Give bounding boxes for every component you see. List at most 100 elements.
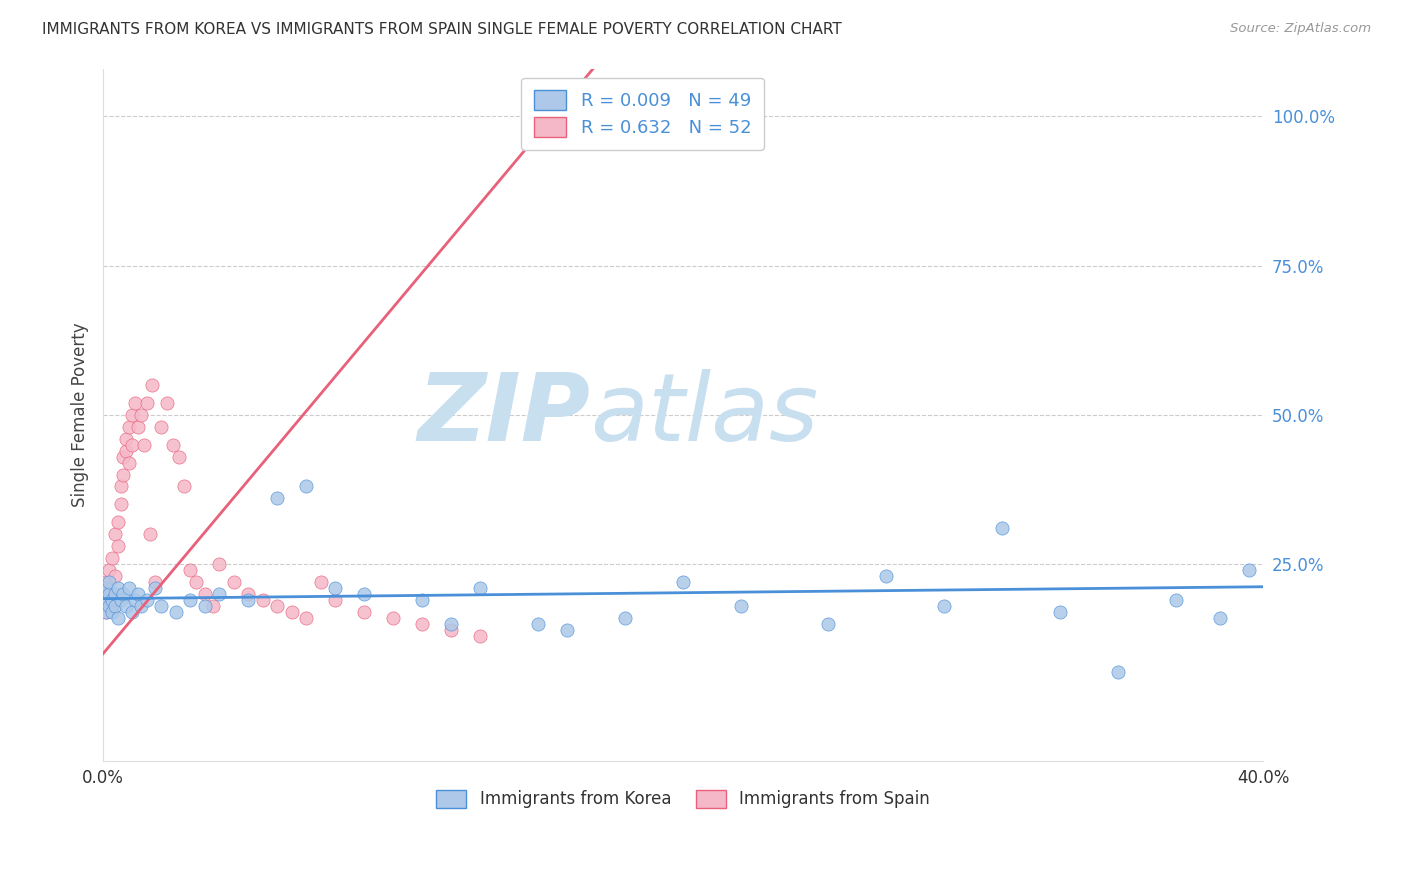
Point bbox=[143, 574, 166, 589]
Point bbox=[156, 396, 179, 410]
Point bbox=[194, 599, 217, 613]
Point bbox=[97, 587, 120, 601]
Point bbox=[184, 574, 207, 589]
Point bbox=[138, 527, 160, 541]
Point bbox=[94, 605, 117, 619]
Point bbox=[295, 479, 318, 493]
Point bbox=[1209, 611, 1232, 625]
Point bbox=[118, 419, 141, 434]
Point bbox=[129, 408, 152, 422]
Point bbox=[730, 599, 752, 613]
Point bbox=[266, 491, 288, 506]
Point bbox=[97, 599, 120, 613]
Point bbox=[107, 581, 129, 595]
Point bbox=[110, 497, 132, 511]
Point bbox=[141, 378, 163, 392]
Point bbox=[470, 629, 492, 643]
Point bbox=[118, 456, 141, 470]
Point bbox=[470, 581, 492, 595]
Point bbox=[179, 563, 201, 577]
Point bbox=[115, 599, 138, 613]
Text: atlas: atlas bbox=[591, 369, 818, 460]
Point bbox=[101, 593, 124, 607]
Point bbox=[107, 539, 129, 553]
Point bbox=[132, 437, 155, 451]
Point bbox=[101, 551, 124, 566]
Point bbox=[208, 587, 231, 601]
Point bbox=[323, 581, 346, 595]
Point bbox=[614, 611, 637, 625]
Point bbox=[129, 599, 152, 613]
Point bbox=[382, 611, 405, 625]
Point bbox=[104, 527, 127, 541]
Point bbox=[112, 450, 135, 464]
Point bbox=[121, 408, 143, 422]
Text: ZIP: ZIP bbox=[418, 368, 591, 461]
Point bbox=[165, 605, 187, 619]
Y-axis label: Single Female Poverty: Single Female Poverty bbox=[72, 323, 89, 508]
Point bbox=[1107, 665, 1129, 679]
Point bbox=[101, 599, 124, 613]
Point bbox=[527, 616, 550, 631]
Point bbox=[411, 593, 433, 607]
Legend: Immigrants from Korea, Immigrants from Spain: Immigrants from Korea, Immigrants from S… bbox=[430, 783, 936, 815]
Point bbox=[150, 419, 173, 434]
Point bbox=[222, 574, 245, 589]
Point bbox=[167, 450, 190, 464]
Point bbox=[440, 623, 463, 637]
Point bbox=[1049, 605, 1071, 619]
Point bbox=[1237, 563, 1260, 577]
Point bbox=[934, 599, 956, 613]
Point bbox=[104, 587, 127, 601]
Point bbox=[266, 599, 288, 613]
Point bbox=[875, 569, 897, 583]
Point bbox=[295, 611, 318, 625]
Point bbox=[118, 581, 141, 595]
Point bbox=[202, 599, 225, 613]
Text: IMMIGRANTS FROM KOREA VS IMMIGRANTS FROM SPAIN SINGLE FEMALE POVERTY CORRELATION: IMMIGRANTS FROM KOREA VS IMMIGRANTS FROM… bbox=[42, 22, 842, 37]
Point bbox=[143, 581, 166, 595]
Point bbox=[110, 593, 132, 607]
Point bbox=[112, 587, 135, 601]
Point bbox=[124, 593, 146, 607]
Point bbox=[104, 599, 127, 613]
Point bbox=[124, 396, 146, 410]
Point bbox=[280, 605, 302, 619]
Point bbox=[112, 467, 135, 482]
Point bbox=[97, 574, 120, 589]
Point bbox=[309, 574, 332, 589]
Point bbox=[115, 432, 138, 446]
Point bbox=[208, 557, 231, 571]
Point bbox=[94, 574, 117, 589]
Point bbox=[135, 593, 157, 607]
Point bbox=[440, 616, 463, 631]
Point bbox=[238, 587, 260, 601]
Point bbox=[173, 479, 195, 493]
Point bbox=[555, 623, 578, 637]
Point bbox=[194, 587, 217, 601]
Point bbox=[97, 563, 120, 577]
Point bbox=[121, 437, 143, 451]
Point bbox=[127, 419, 149, 434]
Point bbox=[353, 587, 375, 601]
Point bbox=[104, 569, 127, 583]
Point bbox=[179, 593, 201, 607]
Point bbox=[252, 593, 274, 607]
Point bbox=[135, 396, 157, 410]
Point bbox=[238, 593, 260, 607]
Point bbox=[817, 616, 839, 631]
Point bbox=[107, 515, 129, 529]
Point bbox=[162, 437, 184, 451]
Point bbox=[94, 605, 117, 619]
Point bbox=[353, 605, 375, 619]
Point bbox=[94, 593, 117, 607]
Point bbox=[107, 611, 129, 625]
Point bbox=[1166, 593, 1188, 607]
Point bbox=[127, 587, 149, 601]
Point bbox=[97, 587, 120, 601]
Point bbox=[411, 616, 433, 631]
Point bbox=[94, 581, 117, 595]
Point bbox=[323, 593, 346, 607]
Point bbox=[101, 605, 124, 619]
Text: Source: ZipAtlas.com: Source: ZipAtlas.com bbox=[1230, 22, 1371, 36]
